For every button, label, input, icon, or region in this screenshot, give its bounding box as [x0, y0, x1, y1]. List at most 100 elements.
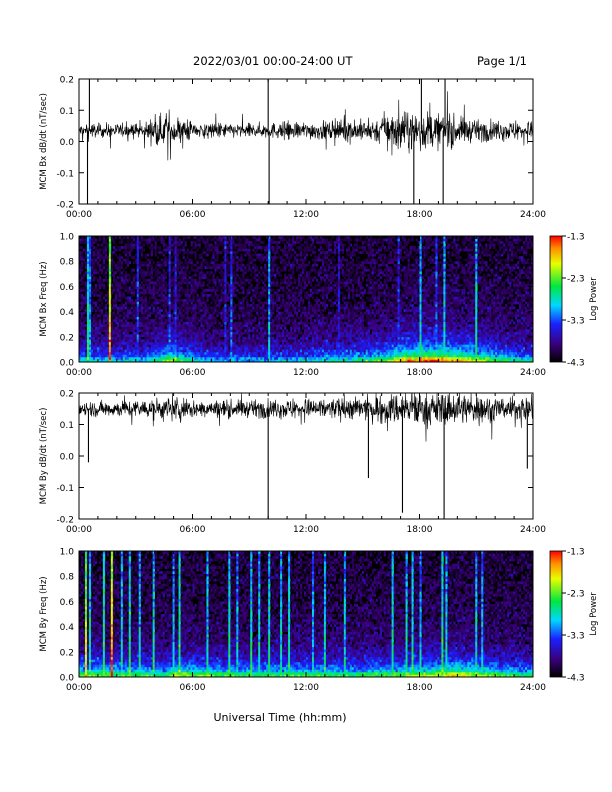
spectrogram-cell: [136, 293, 140, 297]
spectrogram-cell: [210, 258, 213, 262]
spectrogram-cell: [112, 356, 116, 360]
spectrogram-cell: [286, 251, 289, 254]
spectrogram-cell: [174, 273, 177, 277]
spectrogram-cell: [272, 246, 275, 249]
spectrogram-cell: [294, 324, 297, 328]
spectrogram-cell: [132, 351, 136, 355]
spectrogram-cell: [106, 263, 110, 267]
spectrogram-cell: [222, 248, 225, 252]
spectrogram-cell: [202, 329, 205, 333]
spectrogram-cell: [208, 346, 211, 350]
spectrogram-cell: [309, 236, 313, 239]
spectrogram-cell: [80, 356, 84, 360]
spectrogram-cell: [240, 238, 243, 242]
spectrogram-cell: [270, 246, 273, 249]
spectrogram-cell: [248, 349, 251, 353]
spectrogram-cell: [210, 266, 213, 270]
spectrogram-cell: [317, 339, 321, 343]
spectrogram-cell: [252, 248, 255, 252]
spectrogram-cell: [206, 319, 209, 322]
spectrogram-cell: [184, 266, 187, 270]
spectrogram-cell: [118, 359, 122, 363]
spectrogram-cell: [278, 271, 281, 275]
spectrogram-cell: [200, 346, 203, 350]
spectrogram-cell: [286, 276, 289, 280]
spectrogram-cell: [134, 243, 138, 247]
spectrogram-cell: [96, 271, 100, 275]
spectrogram-cell: [196, 304, 199, 307]
spectrogram-cell: [122, 354, 126, 358]
spectrogram-cell: [323, 268, 327, 272]
spectrogram-cell: [206, 253, 209, 257]
spectrogram-cell: [168, 281, 171, 285]
spectrogram-cell: [150, 236, 153, 239]
spectrogram-cell: [92, 324, 96, 328]
spectrogram-cell: [146, 354, 149, 358]
spectrogram-cell: [106, 281, 110, 285]
spectrogram-cell: [134, 349, 138, 353]
spectrogram-cell: [116, 288, 120, 292]
spectrogram-cell: [196, 266, 199, 270]
spectrogram-cell: [112, 354, 116, 358]
spectrogram-cell: [118, 288, 122, 292]
spectrogram-cell: [236, 336, 239, 340]
spectrogram-cell: [278, 351, 281, 355]
spectrogram-cell: [315, 236, 319, 239]
spectrogram-cell: [302, 288, 305, 292]
spectrogram-cell: [118, 256, 122, 259]
spectrogram-cell: [140, 314, 144, 317]
spectrogram-cell: [140, 356, 144, 360]
spectrogram-cell: [284, 248, 287, 252]
spectrogram-cell: [302, 281, 305, 285]
spectrogram-cell: [238, 306, 241, 310]
spectrogram-cell: [136, 351, 140, 355]
spectrogram-cell: [224, 281, 227, 285]
spectrogram-cell: [307, 304, 311, 307]
spectrogram-cell: [182, 359, 185, 363]
spectrogram-cell: [164, 321, 167, 325]
spectrogram-cell: [250, 339, 253, 343]
spectrogram-cell: [268, 339, 271, 343]
spectrogram-cell: [170, 339, 173, 343]
spectrogram-cell: [222, 281, 225, 285]
spectrogram-cell: [174, 314, 177, 317]
spectrogram-cell: [82, 351, 86, 355]
spectrogram-cell: [98, 283, 102, 287]
spectrogram-cell: [244, 331, 247, 335]
spectrogram-cell: [319, 341, 323, 345]
spectrogram-cell: [148, 329, 151, 333]
spectrogram-cell: [174, 276, 177, 280]
spectrogram-cell: [110, 349, 114, 353]
spectrogram-cell: [94, 351, 98, 355]
spectrogram-cell: [116, 266, 120, 270]
spectrogram-cell: [319, 246, 323, 249]
spectrogram-cell: [252, 236, 255, 239]
spectrogram-cell: [126, 311, 130, 315]
spectrogram-cell: [126, 339, 130, 343]
spectrogram-cell: [311, 329, 315, 333]
spectrogram-cell: [198, 304, 201, 307]
spectrogram-cell: [116, 293, 120, 297]
spectrogram-cell: [106, 339, 110, 343]
spectrogram-cell: [317, 253, 321, 257]
spectrogram-cell: [130, 339, 134, 343]
spectrogram-cell: [102, 354, 106, 358]
spectrogram-cell: [220, 309, 223, 312]
spectrogram-cell: [226, 281, 229, 285]
spectrogram-cell: [240, 309, 243, 312]
spectrogram-cell: [148, 334, 151, 338]
spectrogram-cell: [272, 326, 275, 330]
spectrogram-cell: [202, 321, 205, 325]
spectrogram-cell: [96, 334, 100, 338]
spectrogram-cell: [174, 341, 177, 345]
spectrogram-cell: [284, 258, 287, 262]
spectrogram-cell: [204, 316, 207, 320]
spectrogram-cell: [306, 354, 309, 358]
spectrogram-cell: [142, 349, 146, 353]
spectrogram-cell: [158, 334, 161, 338]
spectrogram-cell: [306, 253, 309, 257]
spectrogram-cell: [118, 309, 122, 312]
spectrogram-cell: [178, 251, 181, 254]
spectrogram-cell: [172, 354, 175, 358]
spectrogram-cell: [317, 241, 321, 244]
